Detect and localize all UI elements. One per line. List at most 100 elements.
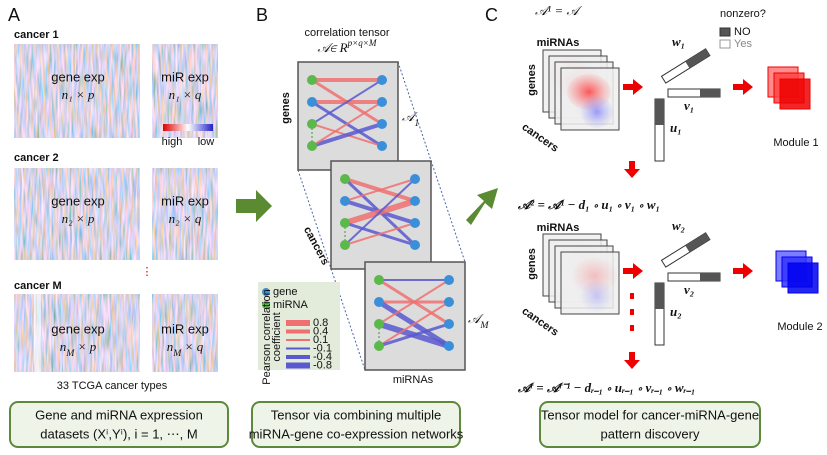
gene-node xyxy=(340,240,350,250)
legend-title: coefficient xyxy=(271,312,283,361)
mirna-node xyxy=(410,240,420,250)
heatmap-title: miR exp xyxy=(161,69,209,84)
axis-label: miRNAs xyxy=(537,222,580,234)
panel-label: C xyxy=(485,5,498,25)
mirna-node xyxy=(377,75,387,85)
heatmap-stripe xyxy=(34,294,41,372)
slice-label-sub: 1 xyxy=(414,118,419,129)
heatmap-title: miR exp xyxy=(161,193,209,208)
slice-label: 𝒜1 xyxy=(402,109,419,129)
red-arrow xyxy=(733,263,753,279)
equation: 𝒜¹ = 𝒜 xyxy=(535,3,582,18)
gene-node xyxy=(307,141,317,151)
legend-label: miRNA xyxy=(273,299,308,311)
red-arrow xyxy=(733,79,753,95)
gene-node xyxy=(374,319,384,329)
axis-label: cancers xyxy=(520,121,561,155)
heatmap-dim-tail: × q xyxy=(181,339,203,354)
gene-node xyxy=(340,196,350,206)
vector-label: w₂ xyxy=(672,218,685,233)
axis-label: miRNAs xyxy=(393,374,434,386)
arrow xyxy=(236,190,272,222)
gene-node xyxy=(374,297,384,307)
panel-label: A xyxy=(8,5,20,25)
module-label: Module 2 xyxy=(777,321,822,333)
vector-fill xyxy=(655,283,664,309)
legend-label: Yes xyxy=(734,38,752,50)
summary-line: datasets (Xⁱ,Yⁱ), i = 1, ⋯, M xyxy=(40,426,197,441)
module-label: Module 1 xyxy=(773,137,818,149)
gene-node xyxy=(307,97,317,107)
red-arrow xyxy=(624,161,640,178)
mirna-node xyxy=(410,196,420,206)
pattern-blue xyxy=(581,96,613,128)
summary-line: miRNA-gene co-expression networks xyxy=(249,426,464,441)
gene-node xyxy=(340,174,350,184)
ellipsis: ⋮ xyxy=(142,266,153,278)
mirna-node xyxy=(377,141,387,151)
gene-node xyxy=(307,119,317,129)
mirna-node xyxy=(444,275,454,285)
heatmap-title: gene exp xyxy=(51,193,105,208)
axis-label: genes xyxy=(280,92,292,124)
vector-fill xyxy=(685,49,710,69)
mirna-node xyxy=(377,119,387,129)
colorbar-label: high xyxy=(162,136,183,148)
axis-label: genes xyxy=(526,64,538,96)
vector-w xyxy=(662,233,710,267)
mirna-node xyxy=(377,97,387,107)
vector-label: v₁ xyxy=(684,98,694,113)
cancer-name: cancer M xyxy=(14,280,62,292)
vector-label: u₂ xyxy=(670,304,682,319)
module-layer xyxy=(780,79,810,109)
axis-label: cancers xyxy=(301,225,331,267)
heatmap-title: miR exp xyxy=(161,321,209,336)
cancer-name: cancer 2 xyxy=(14,152,59,164)
gene-node xyxy=(340,218,350,228)
legend-no xyxy=(720,28,730,36)
axis-label: miRNAs xyxy=(537,37,580,49)
slice-label: 𝒜M xyxy=(468,311,489,331)
heatmap-title: gene exp xyxy=(51,321,105,336)
mirna-node xyxy=(444,319,454,329)
vector-fill xyxy=(655,99,664,125)
mirna-node xyxy=(444,341,454,351)
vector-label: w₁ xyxy=(672,34,685,49)
panel-label: B xyxy=(256,5,268,25)
cancer-name: cancer 1 xyxy=(14,29,59,41)
red-arrow xyxy=(624,352,640,369)
dot xyxy=(630,325,634,331)
arrow xyxy=(466,188,498,225)
equation: 𝒜ʳ = 𝒜ʳ⁻¹ − dᵣ₋₁ ∘ uᵣ₋₁ ∘ vᵣ₋₁ ∘ wᵣ₋₁ xyxy=(517,380,695,395)
gene-node xyxy=(374,341,384,351)
heatmap-dim: n₂ × q xyxy=(169,211,202,226)
legend-label: gene xyxy=(273,286,297,298)
caption: 33 TCGA cancer types xyxy=(57,380,168,392)
heatmap-dim: n₂ × p xyxy=(62,211,95,226)
tensor-space-base: 𝒜∈ R xyxy=(317,40,347,55)
red-arrow xyxy=(623,79,643,95)
tensor-space-sup: p×q×M xyxy=(347,38,377,48)
axis-label: cancers xyxy=(520,305,561,339)
heatmap-dim: n₁ × p xyxy=(62,87,95,102)
slice-label-sub: M xyxy=(479,320,489,331)
vector-fill xyxy=(700,89,720,97)
vector-label: u₁ xyxy=(670,120,682,135)
vector-fill xyxy=(685,233,710,253)
pattern-blue xyxy=(581,280,613,312)
dot xyxy=(630,293,634,299)
red-arrow xyxy=(623,263,643,279)
equation: 𝒜² = 𝒜¹ − d₁ ∘ u₁ ∘ v₁ ∘ w₁ xyxy=(517,197,660,212)
figure: Acancer 1gene expn₁ × pmiR expn₁ × qcanc… xyxy=(0,0,827,455)
tensor-title: correlation tensor xyxy=(305,27,390,39)
legend-title: nonzero? xyxy=(720,8,766,20)
heatmap-dim-tail: × p xyxy=(74,339,96,354)
gene-node xyxy=(307,75,317,85)
gene-node xyxy=(374,275,384,285)
mirna-node xyxy=(444,297,454,307)
vector-label: v₂ xyxy=(684,282,694,297)
axis-label: genes xyxy=(526,248,538,280)
vector-fill xyxy=(700,273,720,281)
summary-line: Tensor via combining multiple xyxy=(271,407,442,422)
mirna-node xyxy=(410,218,420,228)
